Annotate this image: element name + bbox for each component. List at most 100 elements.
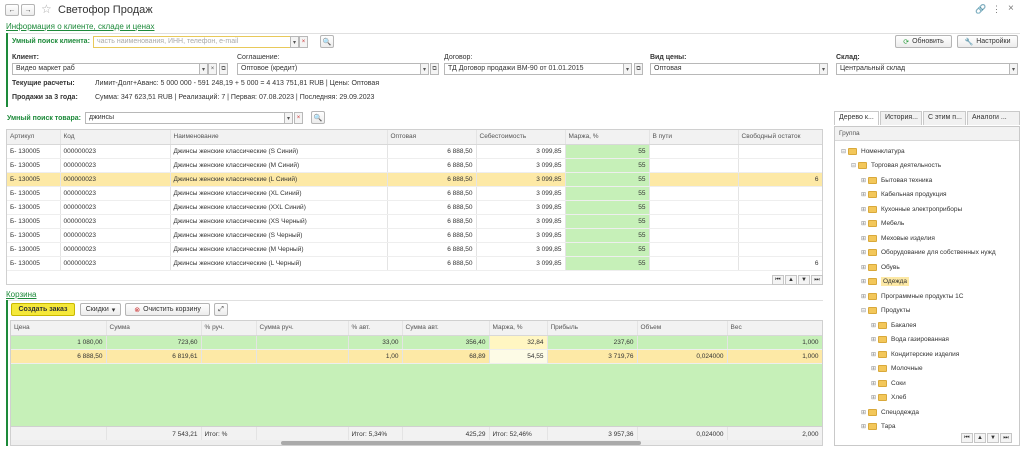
product-row[interactable]: Б- 130005 000000023 Джинсы женские классич… bbox=[7, 172, 822, 187]
expand-icon[interactable]: ⊞ bbox=[871, 395, 877, 401]
forward-button[interactable]: → bbox=[21, 4, 35, 16]
expand-icon[interactable]: ⊞ bbox=[871, 380, 877, 387]
client-search-input[interactable]: часть наименования, ИНН, телефон, e-mail bbox=[93, 36, 291, 48]
link-icon[interactable]: 🔗 bbox=[975, 4, 987, 14]
expand-icon[interactable]: ⊞ bbox=[861, 250, 867, 256]
client-field[interactable]: Видео маркет раб bbox=[12, 63, 200, 75]
contract-open-icon[interactable]: ⧉ bbox=[634, 63, 643, 75]
cart-row[interactable]: 6 888,50 6 819,61 1,00 68,89 54,55 3 719,76 0,… bbox=[11, 349, 822, 364]
tree-item[interactable]: ⊞ Бакалея bbox=[835, 318, 916, 332]
product-search-input[interactable]: джинсы bbox=[85, 112, 285, 124]
last-page-icon[interactable]: ⏭ bbox=[811, 275, 823, 285]
cart-column-header[interactable]: Сумма bbox=[106, 321, 202, 336]
section-customer-title[interactable]: Информация о клиенте, складе и ценах bbox=[6, 22, 155, 31]
cart-scrollbar-thumb[interactable] bbox=[281, 441, 641, 445]
next-page-icon[interactable]: ▼ bbox=[798, 275, 810, 285]
cart-column-header[interactable]: Объем bbox=[637, 321, 728, 336]
back-button[interactable]: ← bbox=[5, 4, 19, 16]
products-column-header[interactable]: Оптовая bbox=[387, 130, 477, 145]
product-row[interactable]: Б- 130005 000000023 Джинсы женские классич… bbox=[7, 242, 822, 257]
client-clear-icon[interactable]: × bbox=[208, 63, 217, 75]
tree-first-icon[interactable]: ⏮ bbox=[961, 433, 973, 443]
tree-prev-icon[interactable]: ▲ bbox=[974, 433, 986, 443]
agreement-dropdown-icon[interactable]: ▾ bbox=[420, 63, 429, 75]
agreement-open-icon[interactable]: ⧉ bbox=[430, 63, 439, 75]
tree-item[interactable]: ⊞ Мебель bbox=[835, 217, 904, 231]
cart-column-header[interactable]: % руч. bbox=[201, 321, 257, 336]
right-tab[interactable]: История... bbox=[880, 111, 922, 125]
collapse-icon[interactable]: ⊟ bbox=[861, 308, 867, 314]
expand-icon[interactable]: ⊞ bbox=[861, 279, 867, 285]
expand-icon[interactable]: ⊞ bbox=[861, 235, 867, 242]
contract-field[interactable]: ТД Договор продажи ВМ-90 от 01.01.2015 bbox=[444, 63, 624, 75]
prev-page-icon[interactable]: ▲ bbox=[785, 275, 797, 285]
cart-title[interactable]: Корзина bbox=[6, 290, 37, 299]
products-column-header[interactable]: Свободный остаток bbox=[738, 130, 822, 145]
price-type-field[interactable]: Оптовая bbox=[650, 63, 820, 75]
tree-item[interactable]: ⊞ Молочные bbox=[835, 362, 923, 376]
clear-cart-button[interactable]: ⊗ Очистить корзину bbox=[125, 303, 210, 316]
cart-column-header[interactable]: Прибыль bbox=[547, 321, 638, 336]
expand-icon[interactable]: ⊞ bbox=[861, 424, 867, 430]
expand-icon[interactable]: ⊞ bbox=[871, 337, 877, 343]
products-column-header[interactable]: Код bbox=[60, 130, 171, 145]
product-row[interactable]: Б- 130005 000000023 Джинсы женские классич… bbox=[7, 228, 822, 243]
product-search-clear-icon[interactable]: × bbox=[294, 112, 303, 124]
products-column-header[interactable]: Себестоимость bbox=[476, 130, 566, 145]
client-dropdown-icon[interactable]: ▾ bbox=[199, 63, 208, 75]
expand-icon[interactable]: ⊞ bbox=[861, 221, 867, 227]
collapse-icon[interactable]: ⊟ bbox=[851, 163, 857, 169]
expand-icon[interactable]: ⤢ bbox=[214, 303, 228, 316]
favorite-star-icon[interactable]: ☆ bbox=[41, 2, 52, 16]
product-row[interactable]: Б- 130005 000000023 Джинсы женские классич… bbox=[7, 186, 822, 201]
client-search-dropdown-icon[interactable]: ▾ bbox=[290, 36, 299, 48]
tree-item[interactable]: ⊞ Кухонные электроприборы bbox=[835, 202, 962, 216]
cart-row[interactable]: 1 080,00 723,60 33,00 356,40 32,84 237,60 1,00… bbox=[11, 335, 822, 350]
cart-column-header[interactable]: Сумма руч. bbox=[256, 321, 349, 336]
agreement-field[interactable]: Оптовое (кредит) bbox=[237, 63, 421, 75]
tree-last-icon[interactable]: ⏭ bbox=[1000, 433, 1012, 443]
settings-button[interactable]: 🔧 Настройки bbox=[957, 35, 1018, 48]
expand-icon[interactable]: ⊞ bbox=[861, 177, 867, 184]
update-button[interactable]: ⟳ Обновить bbox=[895, 35, 952, 48]
close-icon[interactable]: × bbox=[1008, 3, 1014, 14]
client-search-clear-icon[interactable]: × bbox=[299, 36, 308, 48]
expand-icon[interactable]: ⊞ bbox=[871, 351, 877, 358]
tree-item[interactable]: ⊟ Номенклатура bbox=[835, 144, 905, 158]
tree-item[interactable]: ⊟ Торговая деятельность bbox=[835, 159, 941, 173]
tree-item[interactable]: ⊟ Продукты bbox=[835, 304, 910, 318]
product-search-dropdown-icon[interactable]: ▾ bbox=[284, 112, 293, 124]
more-icon[interactable]: ⋮ bbox=[992, 4, 1001, 14]
expand-icon[interactable]: ⊞ bbox=[871, 366, 877, 372]
tree-item[interactable]: ⊞ Меховые изделия bbox=[835, 231, 935, 245]
tree-item[interactable]: ⊞ Обувь bbox=[835, 260, 900, 274]
tree-item[interactable]: ⊞ Тара bbox=[835, 420, 896, 434]
expand-icon[interactable]: ⊞ bbox=[861, 206, 867, 213]
price-type-dropdown-icon[interactable]: ▾ bbox=[819, 63, 828, 75]
product-search-button[interactable]: 🔍 bbox=[311, 111, 325, 124]
cart-scrollbar[interactable] bbox=[11, 440, 822, 445]
expand-icon[interactable]: ⊞ bbox=[861, 192, 867, 198]
product-row[interactable]: Б- 130005 000000023 Джинсы женские классич… bbox=[7, 144, 822, 159]
expand-icon[interactable]: ⊞ bbox=[861, 409, 867, 416]
cart-column-header[interactable]: Маржа, % bbox=[489, 321, 548, 336]
tree-item[interactable]: ⊞ Программные продукты 1С bbox=[835, 289, 963, 303]
tree-item[interactable]: ⊞ Соки bbox=[835, 376, 906, 390]
products-column-header[interactable]: Наименование bbox=[170, 130, 388, 145]
products-column-header[interactable]: Артикул bbox=[7, 130, 61, 145]
warehouse-field[interactable]: Центральный склад bbox=[836, 63, 1010, 75]
product-row[interactable]: Б- 130005 000000023 Джинсы женские классич… bbox=[7, 200, 822, 215]
expand-icon[interactable]: ⊞ bbox=[861, 264, 867, 271]
tree-item[interactable]: ⊞ Бытовая техника bbox=[835, 173, 932, 187]
cart-column-header[interactable]: Сумма авт. bbox=[402, 321, 490, 336]
collapse-icon[interactable]: ⊟ bbox=[841, 148, 847, 155]
tree-item[interactable]: ⊞ Спецодежда bbox=[835, 405, 919, 419]
tree-item[interactable]: ⊞ Оборудование для собственных нужд bbox=[835, 246, 996, 260]
products-column-header[interactable]: Маржа, % bbox=[565, 130, 650, 145]
product-row[interactable]: Б- 130005 000000023 Джинсы женские классич… bbox=[7, 214, 822, 229]
tree-item[interactable]: ⊞ Кабельная продукция bbox=[835, 188, 947, 202]
right-tab[interactable]: Аналоги ... bbox=[967, 111, 1020, 125]
warehouse-dropdown-icon[interactable]: ▾ bbox=[1009, 63, 1018, 75]
tree-item[interactable]: ⊞ Одежда bbox=[835, 275, 910, 289]
cart-column-header[interactable]: % авт. bbox=[348, 321, 403, 336]
